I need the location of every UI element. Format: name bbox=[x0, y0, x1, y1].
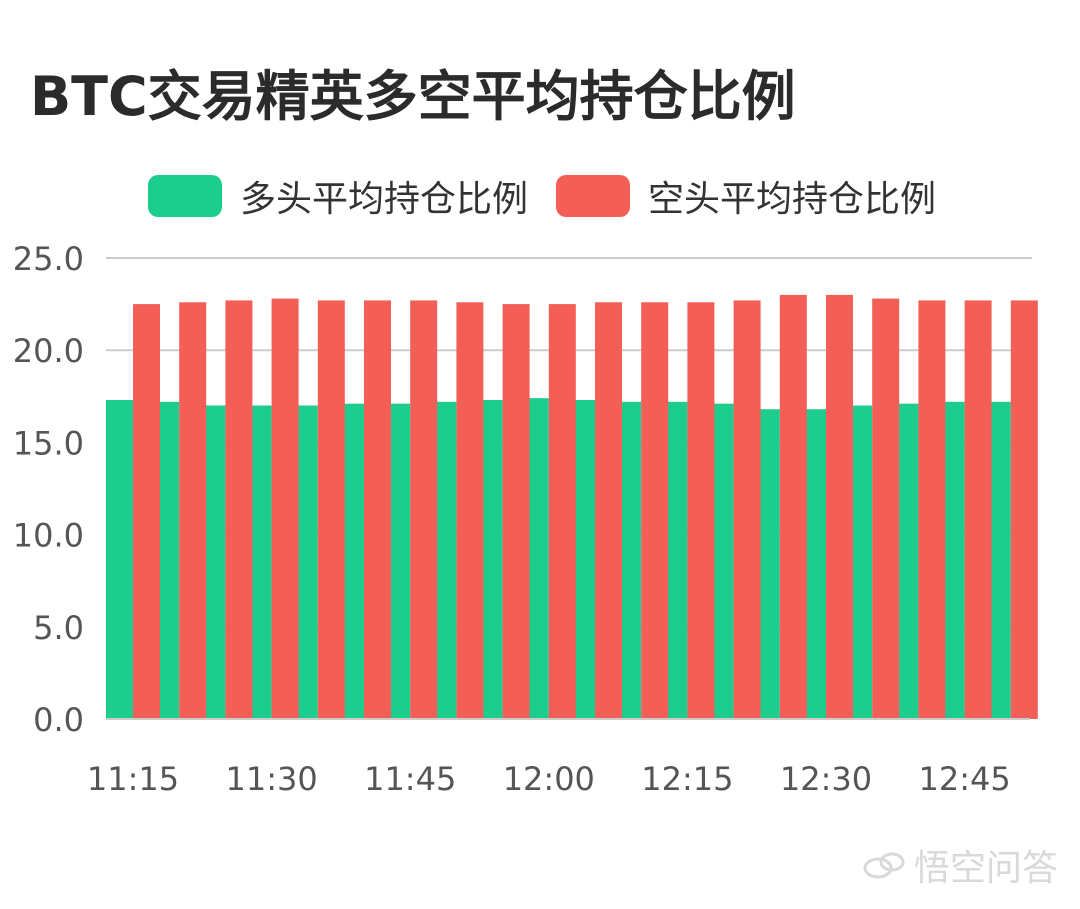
watermark-text: 悟空问答 bbox=[913, 848, 1058, 889]
bar-short bbox=[733, 300, 761, 719]
legend-item-short: 空头平均持仓比例 bbox=[556, 170, 936, 222]
y-tick-label: 0.0 bbox=[33, 701, 84, 739]
x-tick-label: 12:30 bbox=[780, 760, 872, 798]
bar-short bbox=[1010, 300, 1038, 719]
bar-short bbox=[133, 304, 160, 719]
bar-short bbox=[410, 300, 438, 719]
x-tick-label: 12:15 bbox=[641, 760, 733, 798]
x-tick-label: 12:45 bbox=[918, 760, 1010, 798]
chart-title: BTC交易精英多空平均持仓比例 bbox=[30, 65, 796, 128]
legend: 多头平均持仓比例 空头平均持仓比例 bbox=[0, 170, 1080, 220]
y-tick-label: 5.0 bbox=[33, 609, 84, 647]
bar-short bbox=[456, 302, 484, 719]
bar-short bbox=[641, 302, 669, 719]
bar-short bbox=[964, 300, 992, 719]
bar-short bbox=[364, 300, 391, 719]
watermark: 悟空问答 bbox=[862, 839, 1058, 891]
x-tick-label: 11:30 bbox=[225, 760, 317, 798]
y-tick-label: 20.0 bbox=[13, 332, 84, 370]
bar-short bbox=[872, 298, 900, 719]
x-tick-label: 11:15 bbox=[87, 760, 179, 798]
y-tick-label: 10.0 bbox=[13, 517, 84, 555]
bar-short bbox=[179, 302, 207, 719]
bar-short bbox=[225, 300, 253, 719]
x-tick-label: 12:00 bbox=[503, 760, 595, 798]
watermark-logo-icon bbox=[863, 852, 905, 879]
bar-long bbox=[106, 399, 133, 719]
bar-short bbox=[595, 302, 622, 719]
y-tick-label: 15.0 bbox=[13, 424, 84, 462]
bar-short bbox=[271, 298, 299, 719]
bar-short bbox=[918, 300, 946, 719]
y-tick-label: 25.0 bbox=[13, 240, 84, 278]
legend-swatch-long bbox=[148, 175, 222, 217]
bar-short bbox=[502, 304, 530, 719]
x-tick-label: 11:45 bbox=[364, 760, 456, 798]
bar-short bbox=[826, 294, 853, 719]
bar-short bbox=[548, 304, 576, 719]
legend-label-long: 多头平均持仓比例 bbox=[240, 179, 529, 220]
bar-short bbox=[317, 300, 345, 719]
bar-short bbox=[687, 302, 715, 719]
legend-label-short: 空头平均持仓比例 bbox=[648, 179, 937, 220]
bar-short bbox=[779, 294, 807, 719]
legend-item-long: 多头平均持仓比例 bbox=[148, 170, 528, 222]
legend-swatch-short bbox=[556, 175, 630, 217]
